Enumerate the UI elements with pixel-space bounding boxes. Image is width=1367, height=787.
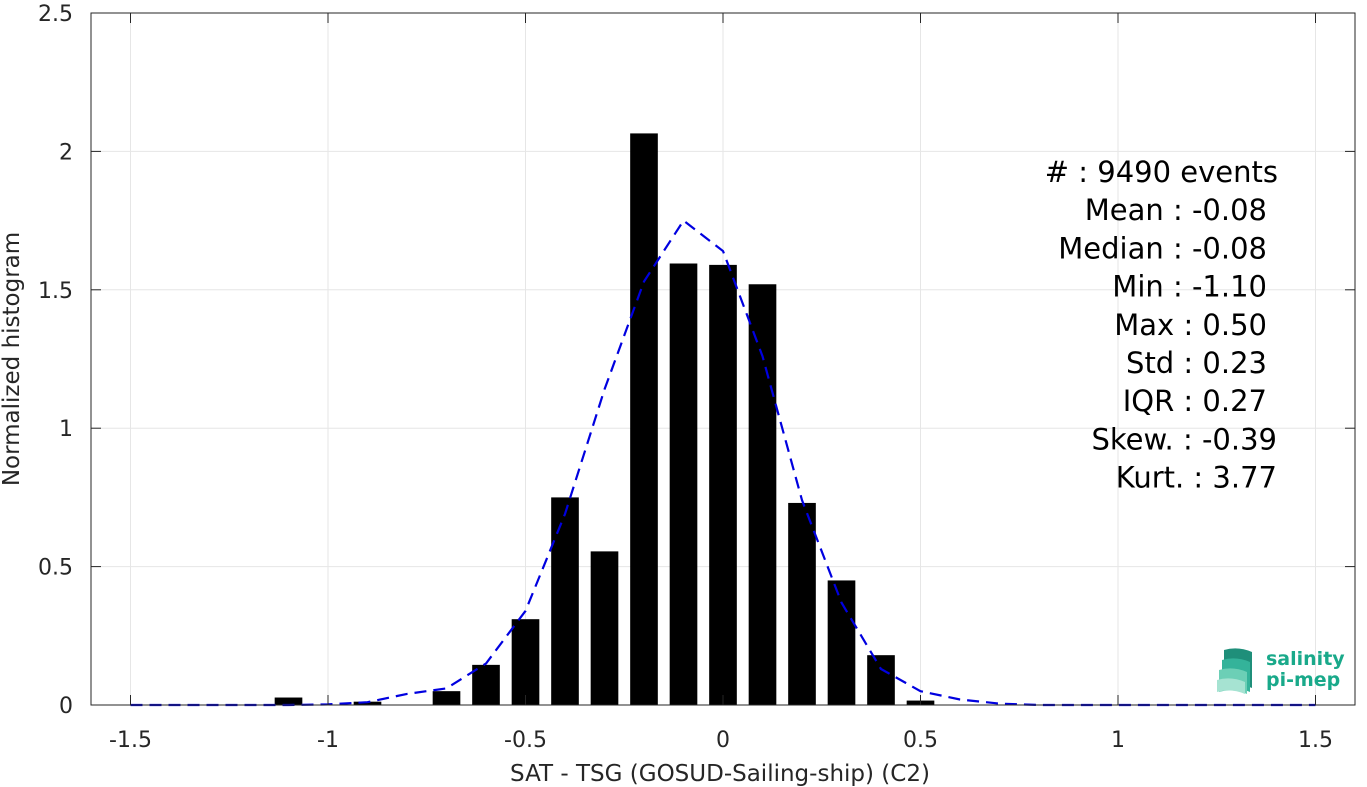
histogram-bar <box>432 691 461 705</box>
y-tick-label: 1 <box>59 417 73 442</box>
y-tick-label: 2.5 <box>38 2 73 27</box>
histogram-bar <box>788 502 816 705</box>
x-tick-label: -1.5 <box>109 728 152 753</box>
y-axis-label: Normalized histogram <box>0 232 25 486</box>
stats-line: Skew. : -0.39 <box>1091 422 1277 456</box>
y-tick-label: 0.5 <box>38 556 73 581</box>
histogram-bar <box>551 497 579 705</box>
stats-annotations: # : 9490 events Mean : -0.08 Median : -0.0… <box>1045 155 1278 495</box>
histogram-bar <box>353 701 382 705</box>
histogram-bar <box>669 263 698 705</box>
histogram-bar <box>590 551 619 705</box>
histogram-bar <box>511 619 540 705</box>
salinity-pi-mep-logo: salinity pi-mep <box>1217 648 1345 694</box>
histogram-bar <box>867 655 895 705</box>
stats-line: Max : 0.50 <box>1114 308 1267 342</box>
stats-line: Median : -0.08 <box>1058 231 1267 265</box>
stats-line: IQR : 0.27 <box>1123 384 1267 418</box>
histogram-bar <box>827 580 856 705</box>
x-tick-label: -1 <box>317 728 339 753</box>
x-tick-label: -0.5 <box>504 728 547 753</box>
histogram-bar <box>472 664 500 705</box>
stats-line: Kurt. : 3.77 <box>1116 461 1277 495</box>
x-axis-label: SAT - TSG (GOSUD-Sailing-ship) (C2) <box>510 761 930 787</box>
stats-line: Std : 0.23 <box>1126 346 1267 380</box>
histogram-bar <box>748 284 777 705</box>
histogram-bar <box>630 133 658 705</box>
x-tick-label: 1.5 <box>1298 728 1333 753</box>
x-tick-label: 1 <box>1111 728 1125 753</box>
logo-line2: pi-mep <box>1266 669 1340 691</box>
y-tick-label: 2 <box>59 140 73 165</box>
y-tick-label: 0 <box>59 694 73 719</box>
stats-line: # : 9490 events <box>1045 155 1278 189</box>
x-ticks: -1.5 -1 -0.5 0 0.5 1 1.5 <box>109 13 1333 753</box>
x-tick-label: 0.5 <box>903 728 938 753</box>
y-ticks: 0 0.5 1 1.5 2 2.5 <box>38 2 1355 719</box>
histogram-bar <box>274 697 303 705</box>
x-tick-label: 0 <box>716 728 730 753</box>
histogram-bar <box>709 264 737 705</box>
bars <box>274 133 935 705</box>
wave-logo-icon <box>1217 648 1252 694</box>
logo-line1: salinity <box>1266 648 1345 670</box>
y-tick-label: 1.5 <box>38 279 73 304</box>
stats-line: Mean : -0.08 <box>1085 193 1267 227</box>
stats-line: Min : -1.10 <box>1112 270 1267 304</box>
